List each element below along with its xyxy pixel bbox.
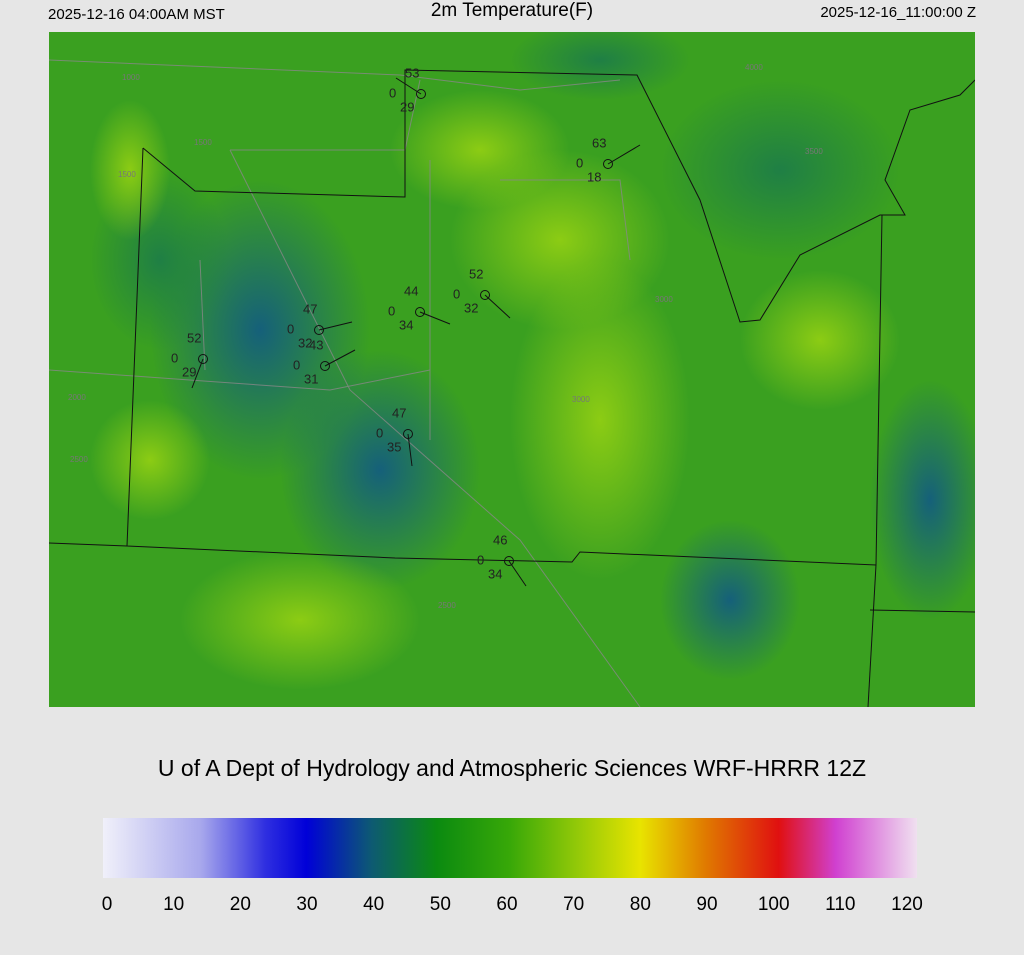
contour-label: 4000 [745, 63, 763, 72]
dewpoint: 32 [464, 300, 478, 315]
cloud-cover: 0 [293, 357, 300, 372]
colorbar-tick-label: 30 [296, 894, 317, 915]
contour-label: 3500 [805, 147, 823, 156]
colorbar-tick-label: 60 [496, 894, 517, 915]
temperature: 44 [404, 283, 418, 298]
temperature: 47 [392, 405, 406, 420]
wind-barb [607, 144, 641, 165]
colorbar-tick-label: 110 [825, 894, 855, 915]
colorbar-tick-label: 20 [230, 894, 251, 915]
colorbar-tick-label: 100 [758, 894, 790, 915]
valid-time: 2025-12-16_11:00:00 Z [820, 4, 976, 21]
dewpoint: 31 [304, 371, 318, 386]
temperature: 53 [405, 65, 419, 80]
cloud-cover: 0 [477, 552, 484, 567]
map-title: 2m Temperature(F) [431, 0, 593, 21]
local-time: 2025-12-16 04:00AM MST [48, 6, 225, 23]
temperature: 47 [303, 301, 317, 316]
dewpoint: 34 [488, 566, 502, 581]
cloud-cover: 0 [171, 350, 178, 365]
colorbar-tick-label: 0 [102, 894, 113, 915]
wind-barb [508, 560, 527, 587]
wind-barb [419, 311, 451, 325]
station-circle [480, 290, 490, 300]
temperature: 52 [187, 330, 201, 345]
map [49, 32, 975, 707]
dewpoint: 32 [298, 335, 312, 350]
contour-label: 1500 [118, 170, 136, 179]
wind-barb [324, 349, 356, 367]
station-circle [314, 325, 324, 335]
wind-barb [484, 294, 511, 319]
colorbar-tick-label: 40 [363, 894, 384, 915]
contour-label: 1500 [194, 138, 212, 147]
contour-label: 3000 [572, 395, 590, 404]
dewpoint: 29 [400, 99, 414, 114]
colorbar-tick-label: 70 [563, 894, 584, 915]
dewpoint: 18 [587, 169, 601, 184]
cloud-cover: 0 [388, 303, 395, 318]
dewpoint: 35 [387, 439, 401, 454]
cloud-cover: 0 [389, 85, 396, 100]
temperature: 43 [309, 337, 323, 352]
credit: U of A Dept of Hydrology and Atmospheric… [158, 755, 866, 781]
colorbar [103, 818, 917, 878]
station-circle [198, 354, 208, 364]
station-circle [603, 159, 613, 169]
wind-barb [407, 433, 413, 467]
colorbar-tick-label: 10 [163, 894, 184, 915]
wind-barb [318, 321, 353, 331]
station-circle [320, 361, 330, 371]
station-circle [415, 307, 425, 317]
colorbar-tick-label: 120 [891, 894, 923, 915]
contour-label: 2000 [68, 393, 86, 402]
contour-label: 3000 [655, 295, 673, 304]
temperature: 63 [592, 135, 606, 150]
cloud-cover: 0 [287, 321, 294, 336]
contour-label: 2500 [70, 455, 88, 464]
temperature: 46 [493, 532, 507, 547]
dewpoint: 34 [399, 317, 413, 332]
station-circle [504, 556, 514, 566]
colorbar-tick-label: 80 [630, 894, 651, 915]
cloud-cover: 0 [376, 425, 383, 440]
cloud-cover: 0 [576, 155, 583, 170]
colorbar-tick-label: 50 [430, 894, 451, 915]
station-circle [403, 429, 413, 439]
station-circle [416, 89, 426, 99]
contour-label: 1000 [122, 73, 140, 82]
dewpoint: 29 [182, 364, 196, 379]
cloud-cover: 0 [453, 286, 460, 301]
contour-label: 2500 [438, 601, 456, 610]
wind-barb [191, 358, 204, 389]
colorbar-tick-label: 90 [696, 894, 717, 915]
temperature: 52 [469, 266, 483, 281]
